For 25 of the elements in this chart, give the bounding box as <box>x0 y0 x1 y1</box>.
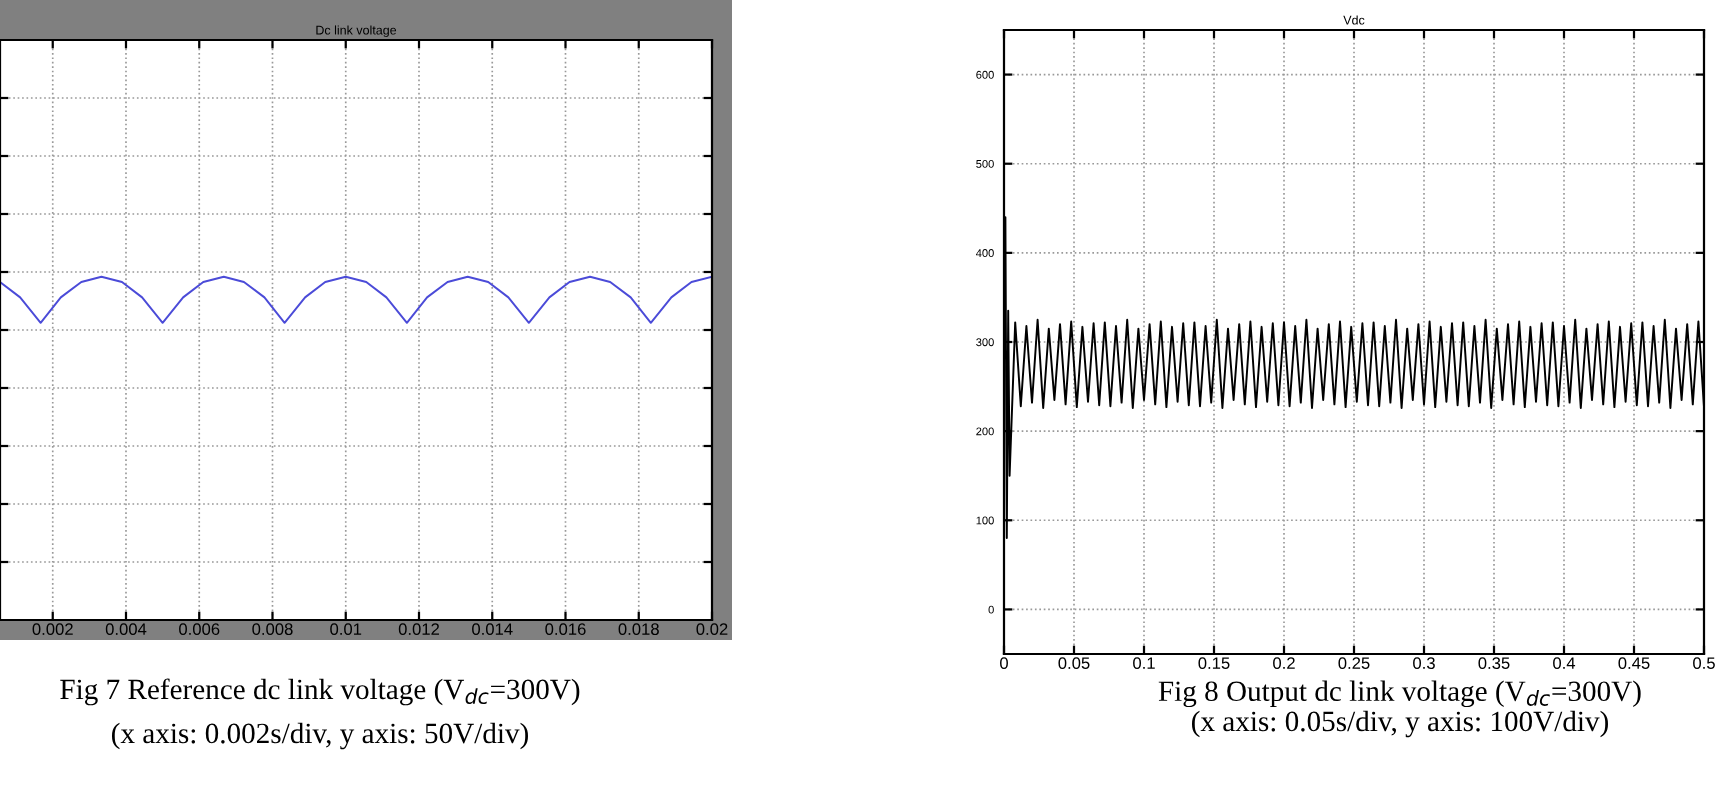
x-tick-label: 0.2 <box>1273 657 1295 670</box>
x-tick-label: 0.016 <box>545 623 586 636</box>
x-tick-label: 0.004 <box>105 623 147 636</box>
x-tick-label: 0.008 <box>252 623 293 636</box>
x-tick-label: 0.012 <box>398 623 440 636</box>
x-tick-label: 0.1 <box>1133 657 1155 670</box>
caption: Fig 8 Output dc link voltage (V$_{dc}$=300V) <box>1158 680 1641 708</box>
x-tick-label: 0.05 <box>1058 657 1090 670</box>
x-tick-label: 0.4 <box>1553 657 1576 670</box>
x-tick-label: 0.014 <box>472 623 513 636</box>
x-tick-label: 0.01 <box>330 623 362 636</box>
x-tick-label: 0.02 <box>696 623 728 636</box>
text: (x axis: 0.05s/div, y axis: 100V/div) <box>1191 710 1608 738</box>
x-tick-label: 0 <box>1000 657 1008 670</box>
x-tick-label: 0.25 <box>1338 657 1370 670</box>
caption: Fig 7 Reference dc link voltage (V$_{dc}$=300V) <box>60 678 580 706</box>
x-tick-label: 0.002 <box>32 623 73 636</box>
x-tick-label: 0.35 <box>1478 657 1510 670</box>
x-tick-label: 0.45 <box>1618 657 1650 670</box>
x-tick-label: 0.3 <box>1413 657 1435 670</box>
x-tick-label: 0.006 <box>179 623 220 636</box>
x-tick-label: 0.5 <box>1693 657 1715 670</box>
x-tick-label: 0.018 <box>618 623 659 636</box>
text: (x axis: 0.002s/div, y axis: 50V/div) <box>111 722 528 750</box>
x-tick-label: 0.15 <box>1198 657 1230 670</box>
